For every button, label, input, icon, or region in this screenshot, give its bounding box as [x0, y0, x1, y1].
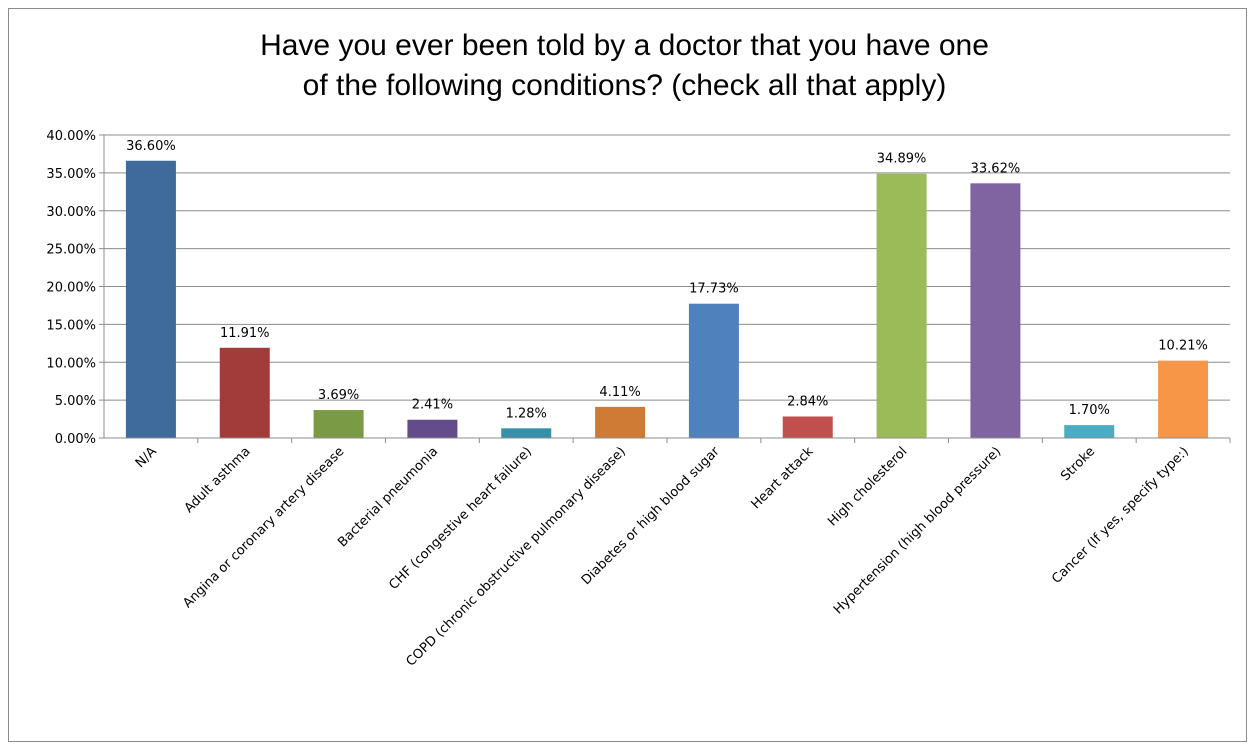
bar: [1158, 360, 1209, 438]
category-label: Adult asthma: [182, 444, 254, 516]
bars: [125, 160, 1209, 438]
data-label: 11.91%: [220, 326, 270, 341]
chart-title: Have you ever been told by a doctor that…: [0, 26, 1249, 106]
data-label: 1.28%: [506, 406, 547, 421]
data-label: 33.62%: [971, 161, 1021, 176]
category-label: High cholesterol: [825, 444, 910, 529]
bar: [782, 416, 833, 438]
bar: [501, 428, 552, 438]
chart-title-line-2: of the following conditions? (check all …: [302, 69, 947, 102]
category-label: N/A: [133, 444, 160, 471]
data-label: 3.69%: [318, 388, 359, 403]
category-label: Bacterial pneumonia: [335, 444, 441, 550]
bar: [219, 347, 270, 438]
data-label: 34.89%: [877, 152, 927, 167]
data-label: 1.70%: [1069, 403, 1110, 418]
data-label: 2.41%: [412, 398, 453, 413]
data-label: 17.73%: [689, 282, 739, 297]
chart-frame: [8, 8, 1247, 742]
category-label: Heart attack: [749, 444, 817, 512]
y-tick-label: 30.00%: [46, 205, 96, 220]
data-label: 4.11%: [599, 385, 640, 400]
category-label: Hypertension (high blood pressure): [831, 444, 1004, 617]
bar: [688, 303, 739, 438]
bar: [1064, 425, 1115, 438]
data-label: 36.60%: [126, 139, 176, 154]
gridlines: [104, 134, 1230, 401]
bar: [125, 160, 176, 438]
category-label: Stroke: [1058, 444, 1098, 484]
data-label: 10.21%: [1158, 339, 1208, 354]
bar: [313, 410, 364, 438]
y-tick-label: 35.00%: [46, 167, 96, 182]
category-label: COPD (chronic obstructive pulmonary dise…: [403, 444, 628, 669]
axes: [99, 134, 1231, 443]
y-tick-label: 25.00%: [46, 243, 96, 258]
bar: [407, 419, 458, 438]
y-tick-label: 10.00%: [46, 356, 96, 371]
bar: [970, 183, 1021, 438]
bar: [595, 406, 646, 438]
y-tick-label: 20.00%: [46, 281, 96, 296]
y-tick-label: 15.00%: [46, 318, 96, 333]
data-label: 2.84%: [787, 394, 828, 409]
y-tick-label: 0.00%: [55, 432, 96, 447]
bar: [876, 173, 927, 438]
y-tick-label: 5.00%: [55, 394, 96, 409]
category-label: Angina or coronary artery disease: [180, 444, 347, 611]
chart-title-line-1: Have you ever been told by a doctor that…: [260, 29, 989, 62]
y-tick-label: 40.00%: [46, 129, 96, 144]
